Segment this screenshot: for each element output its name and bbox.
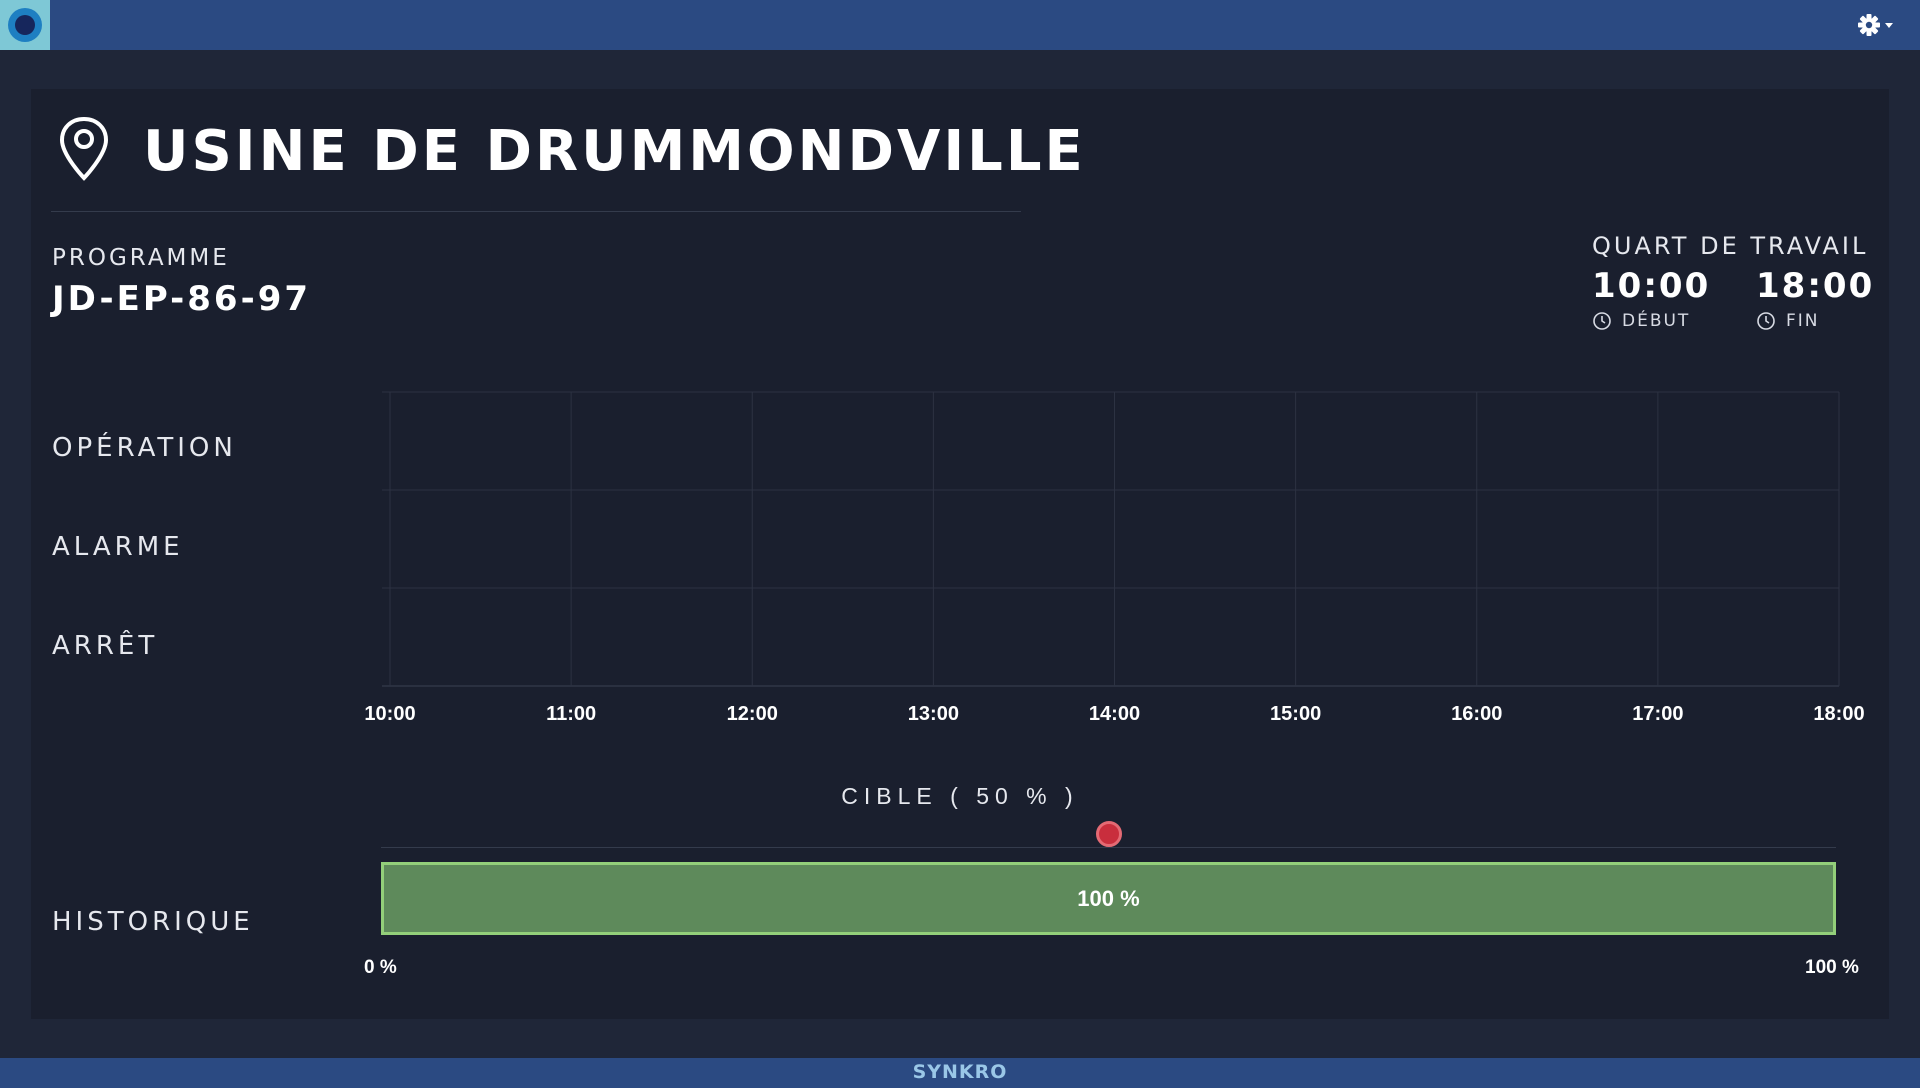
shift-end: FIN	[1756, 311, 1820, 331]
footer-brand: SYNKRO	[912, 1061, 1008, 1083]
footer-bar: SYNKRO	[0, 1058, 1920, 1088]
history-track	[381, 847, 1836, 848]
timeline-chart: 10:00 11:00 12:00 13:00 14:00 15:00 16:00 17:00…	[364, 391, 1865, 725]
shift-start-time: 10:00	[1592, 266, 1711, 306]
plant-panel: USINE DE DRUMMONDVILLE PROGRAMME JD-EP-8…	[31, 89, 1889, 1019]
target-marker	[1095, 821, 1122, 847]
timeline-hour-label: 11:00	[546, 703, 596, 725]
program-label: PROGRAMME	[52, 245, 230, 271]
timeline-row-stop: ARRÊT	[52, 631, 159, 661]
timeline-hour-label: 16:00	[1451, 703, 1502, 725]
target-label: CIBLE ( 50 % )	[841, 783, 1079, 809]
app-logo[interactable]	[0, 0, 50, 50]
settings-menu[interactable]	[1856, 12, 1896, 38]
history-min-label: 0 %	[364, 957, 397, 978]
timeline-hour-label: 18:00	[1813, 703, 1864, 725]
top-bar	[0, 0, 1920, 50]
gear-icon	[1858, 14, 1893, 36]
timeline-hour-label: 14:00	[1089, 703, 1140, 725]
timeline-hour-label: 17:00	[1632, 703, 1683, 725]
timeline-hour-label: 13:00	[908, 703, 959, 725]
shift-end-time: 18:00	[1756, 266, 1875, 306]
clock-icon	[1757, 312, 1775, 330]
page-title: USINE DE DRUMMONDVILLE	[143, 119, 1086, 184]
shift-start-label: DÉBUT	[1622, 311, 1691, 331]
caret-down-icon	[1885, 23, 1893, 28]
shift-label: QUART DE TRAVAIL	[1592, 232, 1869, 260]
title-divider	[51, 211, 1021, 212]
shift-start: DÉBUT	[1592, 311, 1690, 331]
location-pin-icon	[59, 116, 109, 181]
program-value: JD-EP-86-97	[52, 279, 312, 319]
history-value: 100 %	[1077, 885, 1140, 911]
timeline-hour-label: 10:00	[364, 703, 415, 725]
history-label: HISTORIQUE	[52, 907, 254, 937]
timeline-hour-label: 15:00	[1270, 703, 1321, 725]
history-bar-fill	[384, 865, 1833, 932]
clock-icon	[1593, 312, 1611, 330]
timeline-row-alarm: ALARME	[52, 532, 184, 562]
timeline-hour-label: 12:00	[727, 703, 778, 725]
shift-end-label: FIN	[1786, 311, 1820, 331]
history-bar: 100 %	[381, 862, 1836, 935]
timeline-row-operation: OPÉRATION	[52, 433, 237, 463]
history-max-label: 100 %	[1805, 957, 1859, 978]
